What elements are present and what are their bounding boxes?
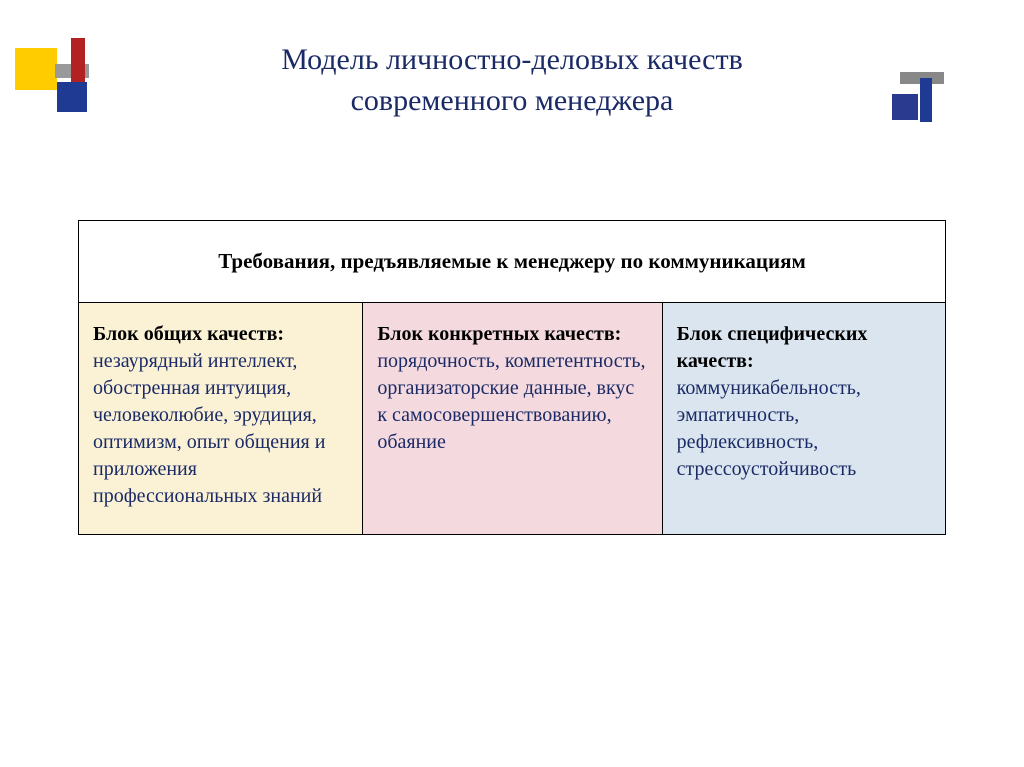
decor-right-blue-square: [892, 94, 918, 120]
decor-right-blue-bar: [920, 78, 932, 122]
cell-body: порядочность, компетентность, организато…: [377, 350, 645, 453]
cell-specific-qualities: Блок конкретных качеств: порядочность, к…: [362, 303, 661, 534]
title-line-2: современного менеджера: [351, 84, 674, 117]
cell-body: коммуникабельность, эмпатичность, рефлек…: [677, 377, 861, 480]
slide-title: Модель личностно-деловых качеств совреме…: [0, 0, 1024, 121]
requirements-table: Требования, предъявляемые к менеджеру по…: [78, 220, 946, 535]
decor-square-yellow: [15, 48, 57, 90]
title-line-1: Модель личностно-деловых качеств: [281, 43, 743, 76]
cell-general-qualities: Блок общих качеств: незаурядный интеллек…: [79, 303, 362, 534]
table-header: Требования, предъявляемые к менеджеру по…: [79, 221, 945, 303]
table-row: Блок общих качеств: незаурядный интеллек…: [79, 303, 945, 534]
cell-heading: Блок общих качеств:: [93, 321, 348, 348]
cell-body: незаурядный интеллект, обостренная интуи…: [93, 350, 325, 507]
cell-heading: Блок конкретных качеств:: [377, 321, 647, 348]
decor-bar-red: [71, 38, 85, 86]
cell-heading: Блок специфических качеств:: [677, 321, 931, 375]
decor-right: [892, 72, 952, 132]
decor-square-blue: [57, 82, 87, 112]
cell-special-qualities: Блок специфических качеств: коммуникабел…: [662, 303, 945, 534]
decor-left: [15, 30, 125, 140]
